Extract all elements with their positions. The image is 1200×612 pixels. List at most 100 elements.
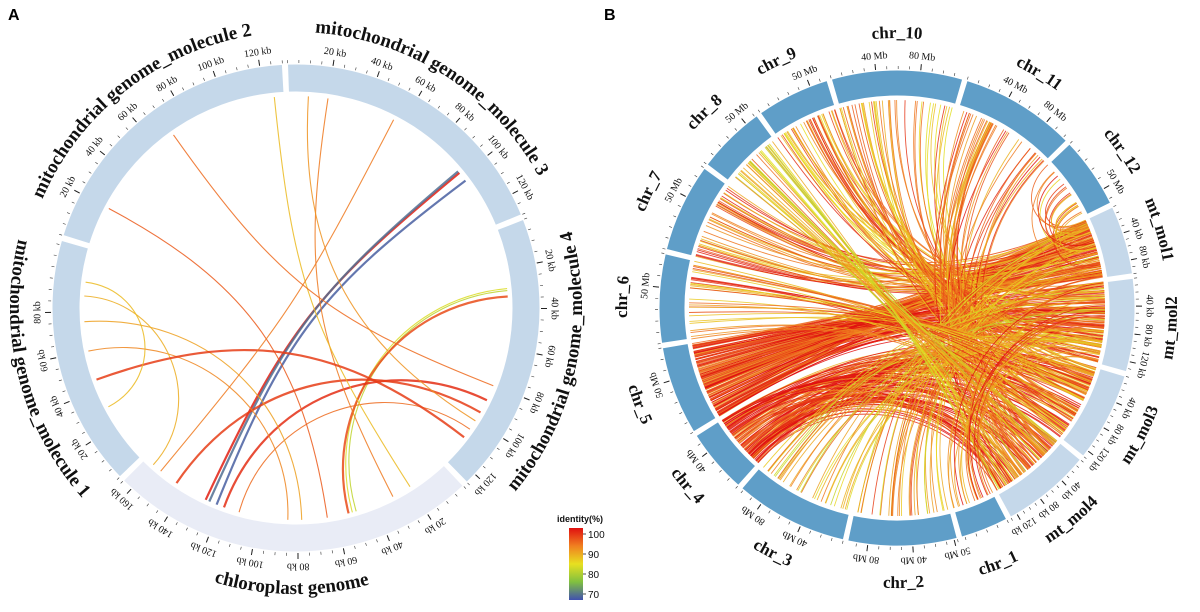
chord-link: [1055, 202, 1090, 234]
segment-band-chr-10: [830, 69, 964, 105]
chord-link: [709, 216, 1095, 278]
minor-tick: [224, 70, 227, 74]
major-tick: [1116, 402, 1123, 406]
major-tick: [170, 90, 175, 96]
major-tick: [1016, 514, 1021, 520]
segment-band-chr-12: [1049, 143, 1112, 216]
chord-link: [341, 295, 508, 514]
major-tick: [920, 64, 922, 71]
chord-link: [953, 285, 1104, 506]
tick-label: 20 kb: [323, 46, 347, 60]
minor-tick: [185, 527, 188, 531]
chord-link: [800, 123, 1102, 346]
minor-tick: [524, 217, 528, 220]
segment-label-chr-1: chr_1: [976, 546, 1021, 579]
chord-link: [708, 219, 1102, 287]
major-tick: [1123, 230, 1130, 234]
minor-tick: [480, 144, 483, 147]
minor-tick: [109, 468, 112, 472]
legend-tick-label: 80: [588, 570, 600, 581]
chord-link: [175, 378, 482, 484]
minor-tick: [82, 181, 86, 184]
chord-link: [1059, 212, 1097, 252]
chord-link: [691, 329, 1064, 434]
chord-link: [934, 105, 1072, 422]
chord-link: [965, 298, 1105, 500]
chord-link: [814, 345, 1101, 500]
chord-link: [746, 401, 1016, 480]
minor-tick: [841, 72, 843, 76]
major-tick: [1103, 427, 1110, 432]
segment-band-mitochondrial-genome-molecule-4: [446, 218, 541, 483]
tick-label: 80 kb: [287, 561, 310, 572]
chord-link: [950, 123, 1029, 470]
major-tick: [503, 438, 509, 443]
tick-label: 80 kb: [527, 390, 545, 415]
minor-tick: [387, 78, 390, 82]
tick-label: 100 kb: [196, 54, 226, 73]
chord-link: [208, 170, 459, 502]
chord-link: [697, 249, 1103, 294]
minor-tick: [852, 70, 854, 74]
tick-label: 40 kb: [380, 538, 405, 557]
minor-tick: [831, 537, 833, 541]
chord-link: [1038, 175, 1095, 246]
minor-tick: [71, 201, 75, 204]
major-tick: [163, 516, 168, 522]
chord-link: [744, 387, 1048, 453]
minor-tick: [62, 390, 66, 393]
minor-tick: [1113, 205, 1117, 207]
minor-tick: [1109, 196, 1113, 199]
minor-tick: [768, 510, 771, 514]
minor-tick: [101, 460, 105, 463]
minor-tick: [240, 546, 242, 550]
major-tick: [512, 190, 519, 195]
chord-link: [745, 164, 1035, 465]
tick-label: 40 kb: [83, 134, 106, 158]
major-tick: [701, 452, 708, 457]
major-tick: [205, 536, 209, 543]
segment-band-mitochondrial-genome-molecule-1: [51, 239, 141, 478]
segment-label-chr-7: chr_7: [630, 167, 665, 214]
minor-tick: [117, 135, 121, 138]
minor-tick: [1076, 465, 1080, 468]
links-group: [84, 96, 508, 520]
legend-tick-label: 70: [588, 590, 600, 601]
chord-link: [914, 100, 1077, 414]
chord-link: [173, 134, 494, 387]
tick-label: 140 kb: [146, 516, 175, 540]
chord-link: [160, 119, 395, 472]
tick-label: 120 kb: [243, 45, 272, 60]
minor-tick: [988, 84, 991, 88]
major-tick: [1046, 116, 1051, 123]
minor-tick: [1113, 408, 1117, 411]
chord-link: [691, 277, 1069, 426]
major-tick: [1008, 91, 1013, 98]
minor-tick: [397, 530, 400, 534]
minor-tick: [534, 250, 538, 253]
minor-tick: [1097, 176, 1101, 180]
chord-link: [948, 121, 1026, 473]
segment-label-chr-12: chr_12: [1100, 124, 1145, 177]
segment-band-mitochondrial-genome-molecule-2: [62, 63, 285, 245]
minor-tick: [1069, 141, 1073, 144]
major-tick: [1040, 498, 1045, 505]
minor-tick: [398, 82, 401, 86]
minor-tick: [428, 99, 431, 103]
segment-band-chr-7: [665, 167, 727, 257]
chord-link: [1036, 171, 1088, 231]
segment-band-chr-5: [661, 342, 717, 433]
minor-tick: [665, 237, 669, 239]
tick-label: 80 kb: [32, 301, 43, 324]
chord-link: [716, 204, 1102, 287]
chord-link: [1055, 204, 1097, 252]
minor-tick: [677, 205, 681, 207]
segment-band-mitochondrial-genome-molecule-3: [286, 63, 523, 227]
chord-link: [1044, 186, 1096, 250]
minor-tick: [703, 161, 707, 165]
segment-band-chr-3: [741, 467, 850, 541]
minor-tick: [819, 78, 821, 82]
minor-tick: [1071, 470, 1075, 474]
tick-label: 120 kb: [472, 470, 499, 498]
